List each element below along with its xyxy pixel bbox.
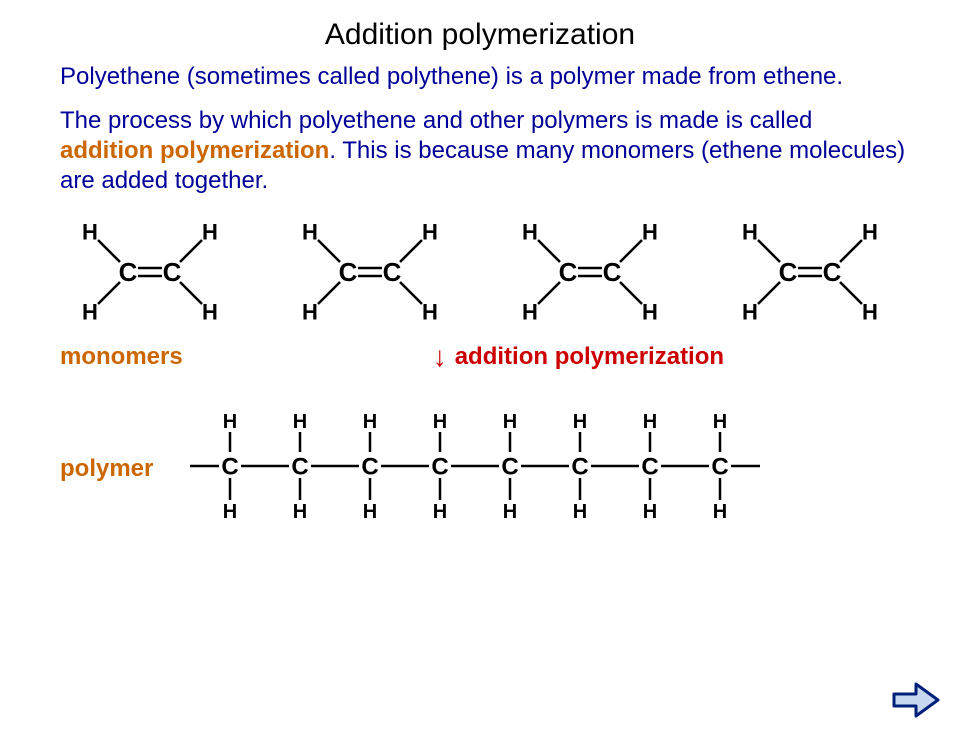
svg-text:C: C	[291, 453, 308, 480]
svg-text:H: H	[363, 411, 377, 433]
svg-text:H: H	[422, 220, 438, 245]
page-title: Addition polymerization	[0, 18, 960, 52]
intro-paragraph-1: Polyethene (sometimes called polythene) …	[60, 62, 912, 92]
svg-text:H: H	[363, 501, 377, 523]
svg-text:H: H	[742, 220, 758, 245]
intro-paragraph-2: The process by which polyethene and othe…	[60, 106, 912, 196]
svg-text:C: C	[641, 453, 658, 480]
svg-text:H: H	[573, 501, 587, 523]
svg-text:H: H	[202, 220, 218, 245]
svg-text:C: C	[339, 257, 358, 287]
svg-text:C: C	[603, 257, 622, 287]
svg-text:H: H	[713, 411, 727, 433]
labels-row: monomers ↓ addition polymerization	[0, 341, 960, 373]
svg-text:H: H	[302, 220, 318, 245]
svg-text:H: H	[202, 300, 218, 325]
svg-text:H: H	[713, 501, 727, 523]
svg-text:C: C	[823, 257, 842, 287]
svg-text:C: C	[431, 453, 448, 480]
label-monomers: monomers	[60, 343, 183, 371]
ethene-monomer: CCHHHH	[710, 210, 910, 335]
svg-text:H: H	[433, 501, 447, 523]
svg-text:H: H	[642, 220, 658, 245]
next-button[interactable]	[890, 680, 942, 720]
svg-text:H: H	[862, 220, 878, 245]
svg-text:H: H	[522, 300, 538, 325]
svg-text:H: H	[643, 411, 657, 433]
svg-text:H: H	[422, 300, 438, 325]
ethene-monomer: CCHHHH	[270, 210, 470, 335]
svg-text:H: H	[573, 411, 587, 433]
label-addition-polymerization: addition polymerization	[455, 343, 724, 371]
svg-text:H: H	[82, 220, 98, 245]
svg-text:H: H	[503, 501, 517, 523]
svg-text:H: H	[643, 501, 657, 523]
svg-text:H: H	[293, 501, 307, 523]
next-arrow-icon	[890, 680, 942, 720]
svg-text:C: C	[119, 257, 138, 287]
down-arrow-icon: ↓	[433, 341, 447, 373]
svg-text:C: C	[571, 453, 588, 480]
svg-text:C: C	[711, 453, 728, 480]
polymer-section: polymer CHHCHHCHHCHHCHHCHHCHHCHH	[0, 401, 960, 536]
svg-text:H: H	[642, 300, 658, 325]
svg-text:C: C	[163, 257, 182, 287]
svg-text:H: H	[223, 501, 237, 523]
monomer-row: CCHHHHCCHHHHCCHHHHCCHHHH	[0, 210, 960, 335]
svg-text:C: C	[383, 257, 402, 287]
svg-text:H: H	[293, 411, 307, 433]
svg-text:C: C	[361, 453, 378, 480]
svg-text:C: C	[221, 453, 238, 480]
polymer-chain: CHHCHHCHHCHHCHHCHHCHHCHH	[180, 401, 770, 536]
para2-highlight: addition polymerization	[60, 137, 329, 164]
svg-text:H: H	[302, 300, 318, 325]
svg-text:H: H	[522, 220, 538, 245]
svg-text:H: H	[223, 411, 237, 433]
svg-text:C: C	[559, 257, 578, 287]
svg-text:H: H	[862, 300, 878, 325]
svg-text:H: H	[433, 411, 447, 433]
svg-text:C: C	[779, 257, 798, 287]
svg-text:C: C	[501, 453, 518, 480]
svg-text:H: H	[82, 300, 98, 325]
svg-text:H: H	[742, 300, 758, 325]
ethene-monomer: CCHHHH	[50, 210, 250, 335]
label-polymer: polymer	[60, 455, 180, 483]
para2-part-a: The process by which polyethene and othe…	[60, 107, 812, 134]
ethene-monomer: CCHHHH	[490, 210, 690, 335]
svg-text:H: H	[503, 411, 517, 433]
